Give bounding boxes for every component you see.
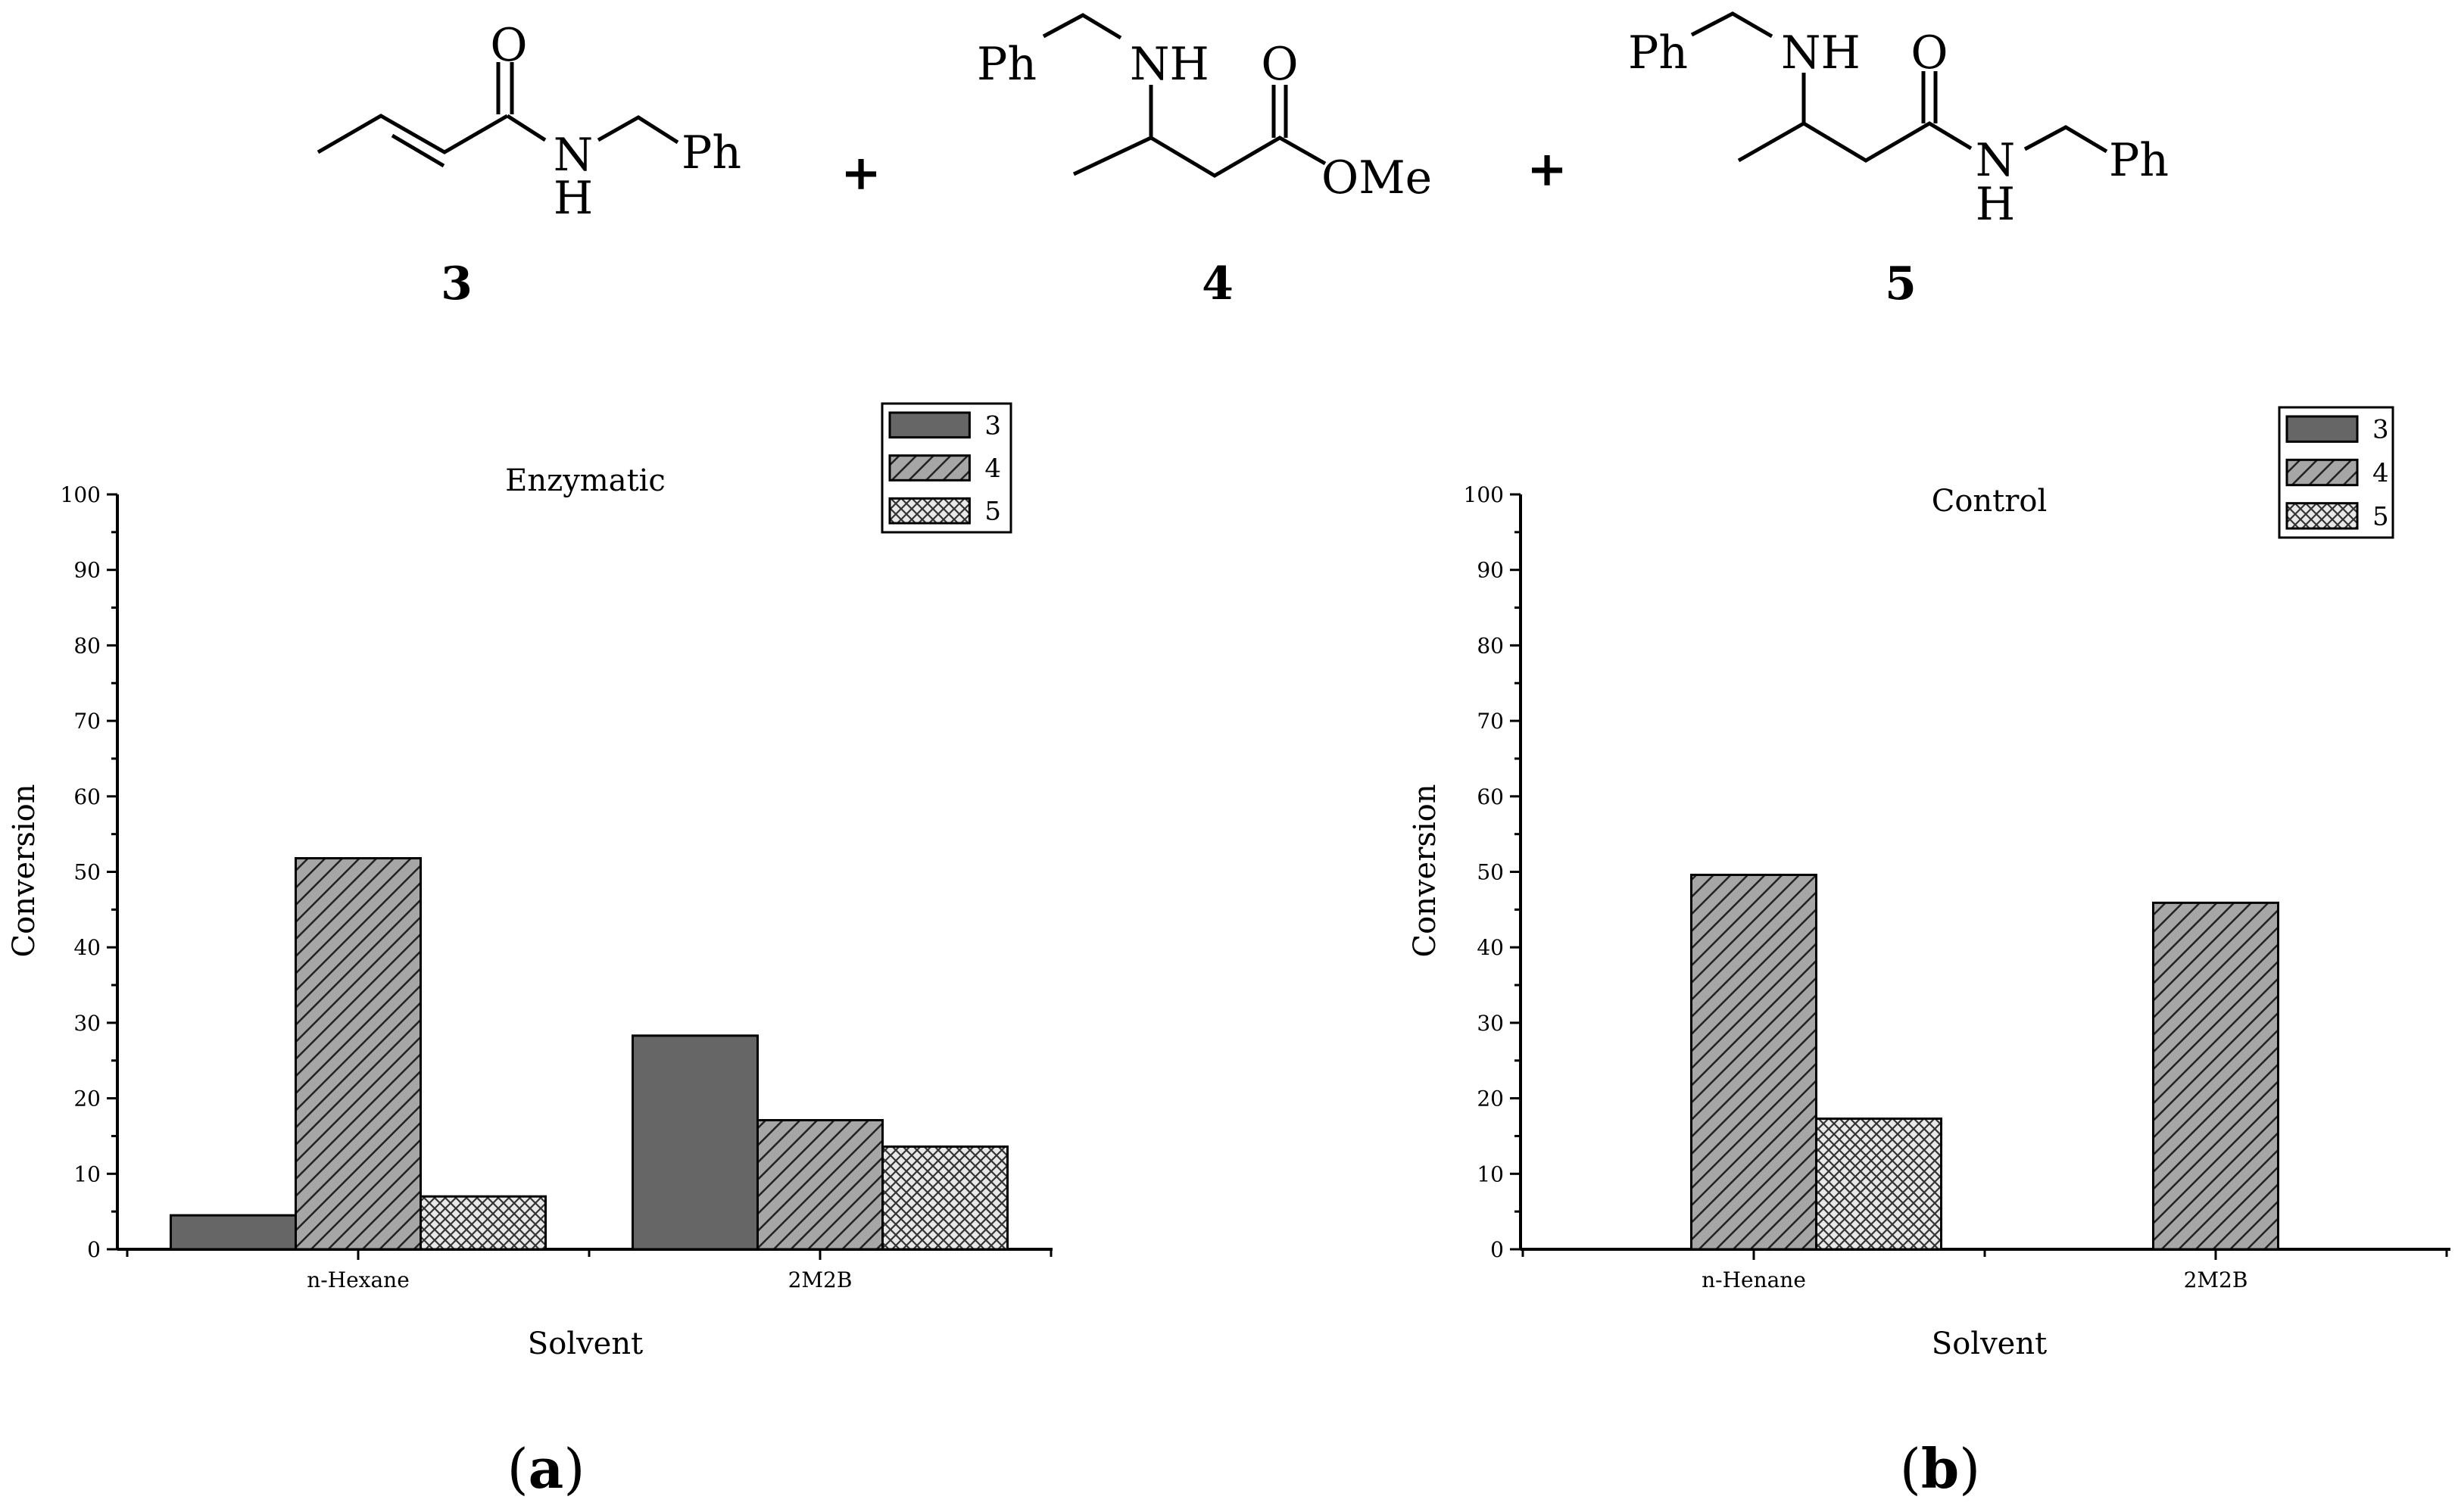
scheme-labels: O N H Ph 3 + Ph NH O OMe 4 + Ph NH O N H… <box>441 19 2169 310</box>
legend-swatch-4 <box>2285 458 2359 487</box>
bar-5-2M2B <box>881 1145 1009 1251</box>
c5-n: N <box>1976 134 2016 187</box>
chart-a-x-categories: n-Hexane 2M2B <box>126 1249 1053 1292</box>
y-tick-label: 50 <box>1477 860 1504 885</box>
chart-a-xlabel: Solvent <box>528 1327 643 1361</box>
y-tick-label: 70 <box>73 709 101 734</box>
bar-5-n-Henane <box>1815 1118 1942 1251</box>
chart-control: Control Solvent Conversion 0 10 20 30 40 50 60… <box>1408 406 2450 1501</box>
y-tick-label: 60 <box>1477 784 1504 809</box>
legend-swatch-4 <box>888 454 971 482</box>
bar-4-n-Henane <box>1690 873 1817 1251</box>
chart-b-y-ticks: 0 10 20 30 40 50 60 70 80 90 100 <box>1464 482 2450 1262</box>
legend-swatch-3 <box>2285 415 2359 443</box>
c4-nh: NH <box>1130 38 1209 91</box>
legend-swatch-3 <box>888 411 971 439</box>
reaction-scheme <box>317 11 2108 178</box>
c5-ph2: Ph <box>2109 134 2169 187</box>
c4-ome: OMe <box>1321 151 1432 204</box>
legend-swatch-5 <box>888 497 971 525</box>
y-tick-label: 30 <box>1477 1011 1504 1036</box>
y-tick-label: 90 <box>73 558 101 583</box>
compound-3-structure <box>317 62 679 168</box>
chart-b-x-categories: n-Henane 2M2B <box>1521 1249 2448 1292</box>
plus-sign-2: + <box>1527 141 1567 198</box>
y-tick-label: 60 <box>73 784 101 809</box>
y-tick-label: 100 <box>61 482 101 507</box>
chart-a-title: Enzymatic <box>505 463 666 498</box>
y-tick-label: 100 <box>1464 482 1504 507</box>
x-category-label: 2M2B <box>788 1267 853 1292</box>
bar-3-2M2B <box>632 1034 759 1251</box>
y-tick-label: 20 <box>73 1086 101 1111</box>
y-tick-label: 80 <box>1477 633 1504 658</box>
legend-label-4: 4 <box>2372 458 2389 488</box>
legend-label-5: 5 <box>2372 501 2389 532</box>
panel-a-letter: a <box>529 1436 564 1501</box>
c3-h: H <box>554 172 593 225</box>
x-category-label: 2M2B <box>2184 1267 2248 1292</box>
c4-o: O <box>1261 38 1298 91</box>
bar-3-n-Hexane <box>170 1214 297 1251</box>
panel-b-letter: b <box>1921 1436 1959 1501</box>
y-tick-label: 90 <box>1477 558 1504 583</box>
c5-h: H <box>1976 178 2015 231</box>
y-tick-label: 20 <box>1477 1086 1504 1111</box>
y-tick-label: 10 <box>1477 1161 1504 1186</box>
y-tick-label: 40 <box>73 935 101 960</box>
bar-4-n-Hexane <box>295 857 422 1251</box>
legend-label-5: 5 <box>984 497 1001 527</box>
panel-a-label: (a) <box>507 1436 585 1501</box>
c3-o: O <box>490 19 527 72</box>
compound-4-structure <box>1042 13 1327 178</box>
c5-ph: Ph <box>1628 26 1688 79</box>
chart-a-ylabel: Conversion <box>7 784 42 957</box>
chart-b-ylabel: Conversion <box>1408 784 1443 957</box>
chart-b-title: Control <box>1932 484 2048 519</box>
compound-3-number: 3 <box>441 257 473 310</box>
y-tick-label: 80 <box>73 633 101 658</box>
y-tick-label: 50 <box>73 860 101 885</box>
y-tick-label: 70 <box>1477 709 1504 734</box>
legend-label-3: 3 <box>984 410 1001 441</box>
y-tick-label: 40 <box>1477 935 1504 960</box>
y-tick-label: 0 <box>1490 1237 1504 1262</box>
c5-nh: NH <box>1781 26 1861 79</box>
c3-ph: Ph <box>682 126 741 179</box>
bar-4-2M2B <box>2152 901 2279 1251</box>
legend-label-3: 3 <box>2372 415 2389 445</box>
c4-ph: Ph <box>977 38 1037 91</box>
chart-b-legend: 3 4 5 <box>2278 406 2394 539</box>
bar-4-2M2B <box>756 1119 884 1251</box>
x-category-label: n-Hexane <box>307 1267 410 1292</box>
bar-5-n-Hexane <box>420 1195 547 1251</box>
y-tick-label: 0 <box>87 1237 101 1262</box>
legend-label-4: 4 <box>984 454 1001 484</box>
compound-5-structure <box>1690 11 2108 163</box>
chart-enzymatic: Enzymatic Solvent Conversion 0 10 20 30 40 50… <box>7 402 1053 1501</box>
compound-4-number: 4 <box>1202 257 1234 310</box>
chart-a-legend: 3 4 5 <box>881 402 1012 534</box>
x-category-label: n-Henane <box>1702 1267 1806 1292</box>
chart-a-bars <box>170 857 1009 1251</box>
legend-swatch-5 <box>2285 502 2359 530</box>
c5-o: O <box>1911 26 1948 79</box>
chart-b-bars <box>1690 873 2279 1251</box>
plus-sign-1: + <box>841 145 881 201</box>
chart-a-y-ticks: 0 10 20 30 40 50 60 70 80 90 100 <box>61 482 1053 1262</box>
chart-b-xlabel: Solvent <box>1932 1327 2047 1361</box>
y-tick-label: 10 <box>73 1161 101 1186</box>
y-tick-label: 30 <box>73 1011 101 1036</box>
panel-b-label: (b) <box>1900 1436 1981 1501</box>
compound-5-number: 5 <box>1885 257 1917 310</box>
c3-n: N <box>554 129 594 182</box>
